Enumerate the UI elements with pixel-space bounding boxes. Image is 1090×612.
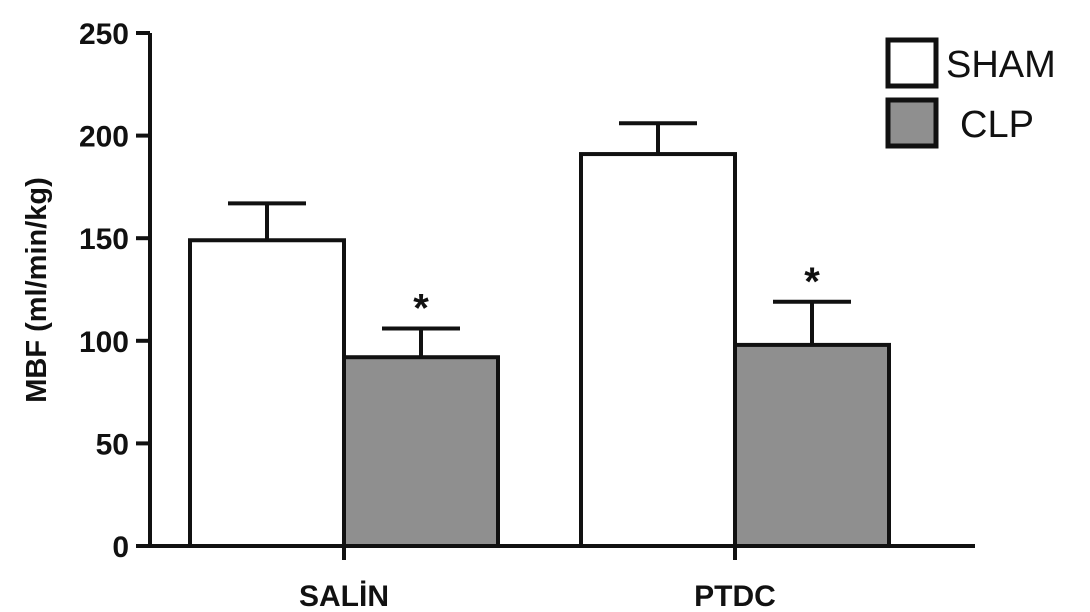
y-tick-label: 200: [79, 121, 129, 154]
y-tick-label: 150: [79, 223, 129, 256]
legend: SHAM CLP: [885, 37, 1056, 149]
significance-marker: *: [804, 260, 820, 304]
y-axis-title: MBF (ml/min/kg): [21, 177, 53, 403]
y-tick-label: 50: [96, 428, 129, 461]
legend-label-sham: SHAM: [946, 44, 1056, 86]
bars: **: [188, 121, 891, 548]
y-tick-label: 250: [79, 18, 129, 51]
bar-clp: [342, 355, 500, 548]
legend-swatch-clp: [885, 97, 939, 149]
y-ticks: 0 50 100 150 200 250: [79, 18, 150, 564]
x-ticks: SALİN PTDC: [299, 546, 776, 612]
bar-sham: [188, 238, 346, 548]
bar-sham: [579, 152, 737, 548]
x-category-label: SALİN: [299, 580, 389, 612]
significance-marker: *: [413, 286, 429, 330]
bar-clp: [733, 342, 891, 548]
y-tick-label: 100: [79, 326, 129, 359]
legend-swatch-sham: [885, 37, 939, 89]
legend-label-clp: CLP: [960, 104, 1034, 146]
y-tick-label: 0: [112, 531, 129, 564]
x-category-label: PTDC: [694, 580, 776, 612]
